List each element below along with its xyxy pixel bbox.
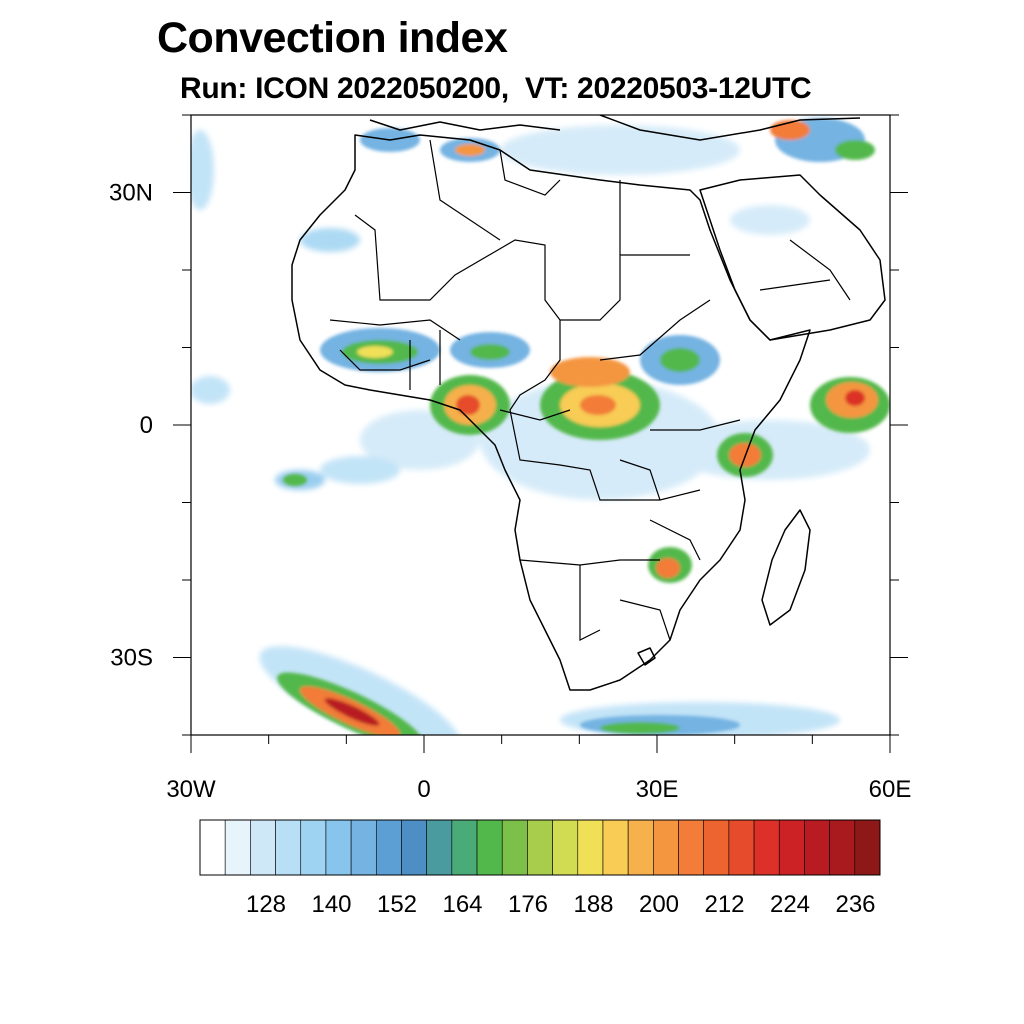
- colorbar-label: 224: [770, 891, 810, 918]
- colorbar-swatch: [275, 819, 302, 876]
- colorbar-swatch: [451, 819, 478, 876]
- colorbar-swatch: [527, 819, 553, 876]
- colorbar-label: 188: [573, 891, 613, 918]
- colorbar-swatch: [224, 819, 251, 876]
- colorbar-swatch: [829, 819, 856, 876]
- colorbar-swatch: [401, 819, 427, 876]
- y-tick-label: 30S: [110, 645, 153, 672]
- colorbar-swatch: [728, 819, 755, 876]
- x-tick-label: 60E: [869, 776, 912, 803]
- colorbar-swatch: [300, 819, 327, 876]
- x-tick-label: 30E: [636, 776, 679, 803]
- coastlines: [291, 115, 886, 691]
- y-tick-label: 30N: [109, 180, 153, 207]
- colorbar-label: 164: [442, 891, 482, 918]
- colorbar-swatch: [501, 819, 528, 876]
- colorbar-swatch: [753, 819, 780, 876]
- colorbar-swatch: [577, 819, 604, 876]
- colorbar-swatch: [552, 819, 579, 876]
- y-tick-label: 0: [140, 412, 153, 439]
- colorbar-label: 176: [508, 891, 548, 918]
- colorbar-swatch: [199, 819, 226, 876]
- colorbar-label: 200: [639, 891, 679, 918]
- colorbar-swatch: [703, 819, 730, 876]
- convection-field: [191, 118, 890, 735]
- colorbar-frame: [199, 819, 881, 876]
- colorbar-swatch: [375, 819, 402, 876]
- colorbar-swatch: [250, 819, 276, 876]
- colorbar-swatch: [627, 819, 654, 876]
- country-borders: [329, 139, 851, 641]
- x-tick-label: 0: [417, 776, 430, 803]
- x-tick-label: 30W: [166, 776, 216, 803]
- colorbar-label: 212: [704, 891, 744, 918]
- colorbar-swatch: [325, 819, 352, 876]
- colorbar-swatch: [854, 819, 881, 876]
- colorbar-swatch: [602, 819, 629, 876]
- colorbar-label: 140: [311, 891, 351, 918]
- chart-subtitle: Run: ICON 2022050200, VT: 20220503-12UTC: [180, 72, 812, 105]
- colorbar-label: 128: [246, 891, 286, 918]
- colorbar-swatch: [778, 819, 805, 876]
- colorbar-swatch: [350, 819, 377, 876]
- colorbar-label: 236: [835, 891, 875, 918]
- colorbar-label: 152: [377, 891, 417, 918]
- colorbar-swatch: [804, 819, 830, 876]
- colorbar-swatch: [678, 819, 705, 876]
- colorbar-swatch: [426, 819, 453, 876]
- colorbar-swatch: [476, 819, 503, 876]
- chart-title: Convection index: [157, 14, 508, 62]
- colorbar-swatch: [653, 819, 679, 876]
- colorbar: 128 140 152 164 176 188 200 212 224 236: [199, 819, 881, 918]
- axis-ticks: 30W 0 30E 60E 30N 0 30S: [109, 114, 912, 803]
